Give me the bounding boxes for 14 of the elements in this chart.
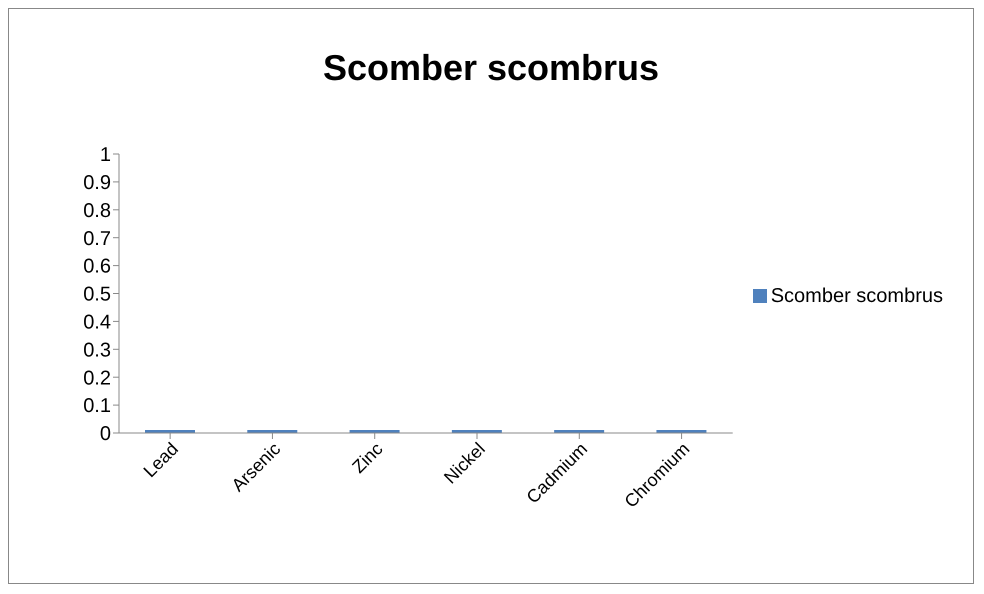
y-tick-label: 0.6 [83,256,111,278]
y-tick-label: 0.1 [83,395,111,418]
y-tick-label: 0.7 [83,228,111,250]
legend-label: Scomber scombrus [770,284,943,306]
y-tick-label: 0.9 [83,172,111,194]
y-tick-label: 0.3 [83,339,111,362]
y-tick-label: 0.2 [83,367,111,390]
x-tick-label: Zinc [348,438,387,477]
y-tick-label: 0.4 [83,312,111,334]
y-tick-label: 0 [100,423,111,446]
chart-title: Scomber scombrus [322,47,660,89]
y-tick-label: 0.5 [83,284,111,306]
y-tick-label: 1 [100,144,111,166]
y-tick-label: 0.8 [83,200,111,222]
